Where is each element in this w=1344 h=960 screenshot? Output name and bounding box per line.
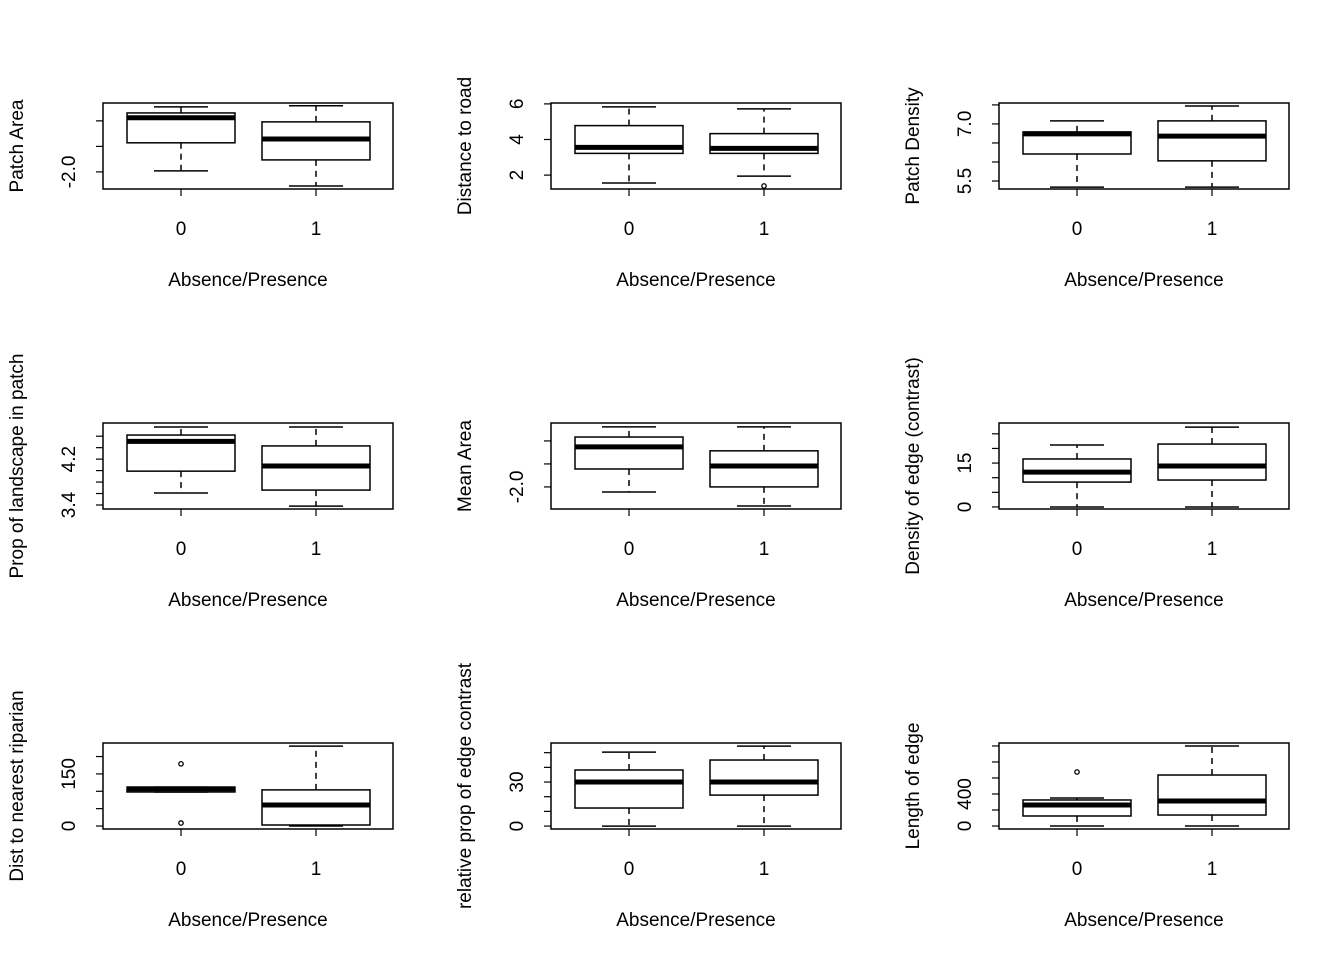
box: [574, 769, 684, 809]
y-axis-label: Prop of landscape in patch: [7, 354, 28, 579]
x-tick-label: 0: [1072, 219, 1083, 240]
x-tick-label: 1: [311, 219, 322, 240]
x-axis-label: Absence/Presence: [168, 590, 328, 611]
box: [574, 436, 684, 470]
x-axis-label: Absence/Presence: [616, 910, 776, 931]
y-axis-label: Length of edge: [903, 723, 924, 850]
plot-frame: [998, 102, 1290, 190]
x-tick-label: 0: [624, 219, 635, 240]
x-axis-label: Absence/Presence: [1064, 590, 1224, 611]
x-axis-label: Absence/Presence: [168, 910, 328, 931]
plot-frame: [550, 102, 842, 190]
x-tick-label: 0: [1072, 859, 1083, 880]
box: [1157, 120, 1267, 162]
panel: 0 150 Dist to nearest riparian Absence/Pres…: [7, 690, 394, 931]
box: [709, 759, 819, 796]
x-axis-label: Absence/Presence: [1064, 910, 1224, 931]
outlier: [1074, 769, 1080, 775]
x-tick-label: 0: [176, 539, 187, 560]
y-tick-label: 2: [507, 170, 528, 181]
panel: -2.0 Mean Area Absence/Presence 0 1: [455, 420, 842, 611]
x-tick-label: 0: [624, 539, 635, 560]
y-tick-label: 4.2: [59, 446, 80, 472]
plot-frame: [102, 422, 394, 510]
x-tick-label: 1: [311, 539, 322, 560]
y-tick-label: 0: [955, 502, 976, 513]
x-axis-label: Absence/Presence: [168, 270, 328, 291]
outlier: [178, 760, 184, 767]
x-tick-label: 0: [176, 219, 187, 240]
plot-frame: [102, 742, 394, 830]
panel: 2 4 6 Distance to road Absence/Presence 0 1: [455, 77, 842, 291]
panel: 3.4 4.2 Prop of landscape in patch Absence/…: [7, 354, 394, 611]
y-tick-label: 15: [955, 453, 976, 474]
plot-frame: [998, 422, 1290, 510]
x-tick-label: 1: [759, 219, 770, 240]
y-axis-label: relative prop of edge contrast: [455, 662, 476, 909]
box: [1022, 799, 1132, 817]
x-tick-label: 1: [1207, 859, 1218, 880]
panel: -2.0 Patch Area Absence/Presence 0 1: [7, 99, 394, 291]
y-tick-label: -2.0: [507, 471, 528, 504]
x-tick-label: 1: [759, 859, 770, 880]
y-axis-label: Distance to road: [455, 77, 476, 215]
outlier: [761, 183, 767, 189]
box: [1157, 443, 1267, 481]
y-tick-label: 150: [59, 758, 80, 790]
plot-frame: [550, 422, 842, 510]
y-tick-label: 0: [955, 821, 976, 832]
y-tick-label: 30: [507, 771, 528, 792]
y-axis-label: Patch Density: [903, 87, 924, 205]
outlier: [178, 820, 184, 826]
y-tick-label: 400: [955, 778, 976, 810]
y-axis-label: Dist to nearest riparian: [7, 690, 28, 881]
x-tick-label: 1: [759, 539, 770, 560]
y-axis-label: Patch Area: [7, 99, 28, 192]
panel: 0 15 Density of edge (contrast) Absence/Pre…: [903, 357, 1290, 611]
box: [1157, 774, 1267, 816]
x-tick-label: 1: [311, 859, 322, 880]
y-tick-label: 0: [507, 821, 528, 832]
y-tick-label: 5.5: [955, 168, 976, 194]
y-tick-label: 6: [507, 99, 528, 110]
x-axis-label: Absence/Presence: [616, 270, 776, 291]
y-axis-label: Mean Area: [455, 420, 476, 512]
x-tick-label: 1: [1207, 539, 1218, 560]
y-tick-label: 7.0: [955, 111, 976, 137]
x-axis-label: Absence/Presence: [1064, 270, 1224, 291]
y-tick-label: 0: [59, 821, 80, 832]
y-tick-label: 3.4: [59, 491, 80, 518]
y-tick-label: 4: [507, 134, 528, 145]
x-tick-label: 0: [1072, 539, 1083, 560]
x-tick-label: 1: [1207, 219, 1218, 240]
y-tick-label: -2.0: [59, 156, 80, 189]
panel: 5.5 7.0 Patch Density Absence/Presence 0 1: [903, 87, 1290, 291]
x-tick-label: 0: [624, 859, 635, 880]
panel: 0 30 relative prop of edge contrast Absence…: [455, 662, 842, 931]
y-axis-label: Density of edge (contrast): [903, 357, 924, 575]
box: [709, 450, 819, 488]
x-tick-label: 0: [176, 859, 187, 880]
panel: 0 400 Length of edge Absence/Presence 0 1: [903, 723, 1290, 931]
x-axis-label: Absence/Presence: [616, 590, 776, 611]
plot-frame: [550, 742, 842, 830]
plot-frame: [998, 742, 1290, 830]
